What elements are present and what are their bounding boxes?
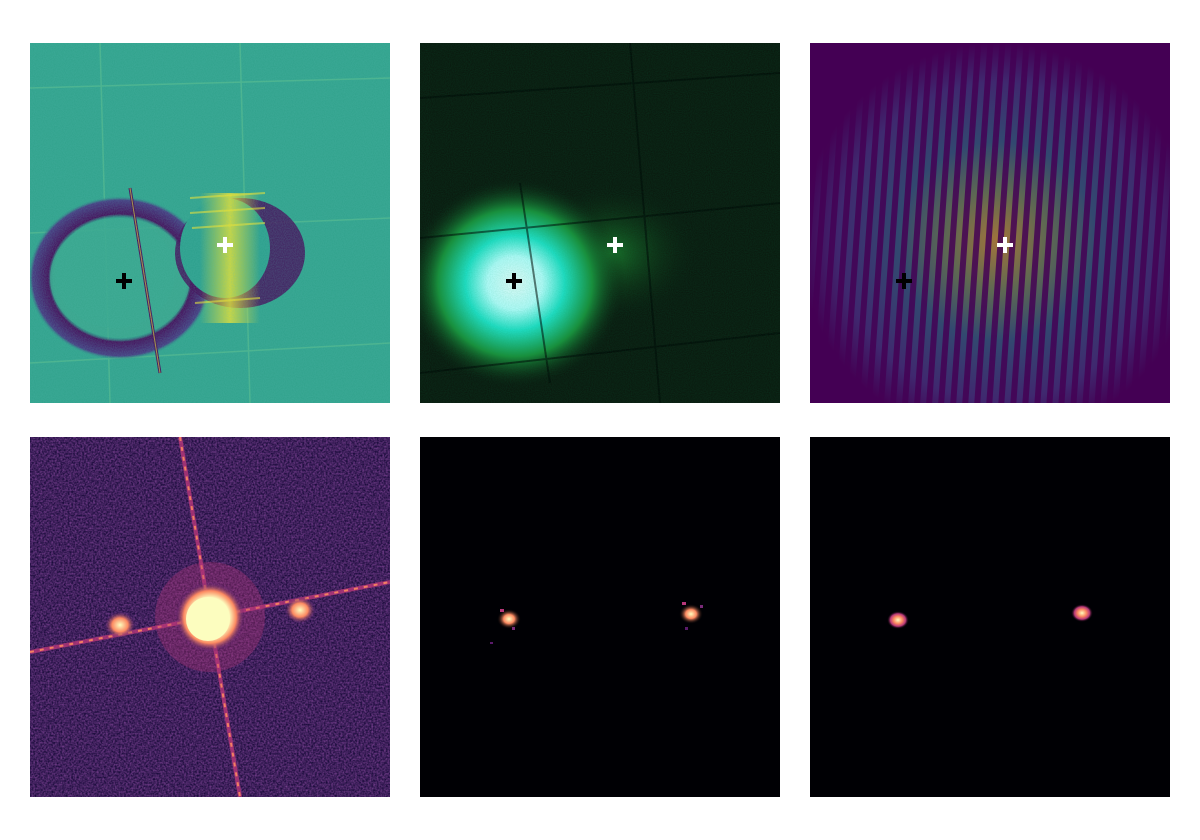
intensity-image-panel: [420, 43, 780, 403]
measured-sidebands-image: [420, 437, 780, 797]
center-marker-b: [997, 237, 1013, 253]
center-marker-a: [506, 273, 522, 289]
intensity-image-image: [420, 43, 780, 403]
center-marker-b: [607, 237, 623, 253]
fitted-sidebands-panel: [810, 437, 1170, 797]
fringe-pattern-panel: [810, 43, 1170, 403]
fourier-spectrum-image: [30, 437, 390, 797]
center-marker-b: [217, 237, 233, 253]
fourier-spectrum-panel: [30, 437, 390, 797]
phase-map-image: [30, 43, 390, 403]
fitted-sidebands-image: [810, 437, 1170, 797]
measured-sidebands-panel: [420, 437, 780, 797]
center-marker-a: [116, 273, 132, 289]
center-marker-a: [896, 273, 912, 289]
fringe-pattern-image: [810, 43, 1170, 403]
phase-map-panel: [30, 43, 390, 403]
